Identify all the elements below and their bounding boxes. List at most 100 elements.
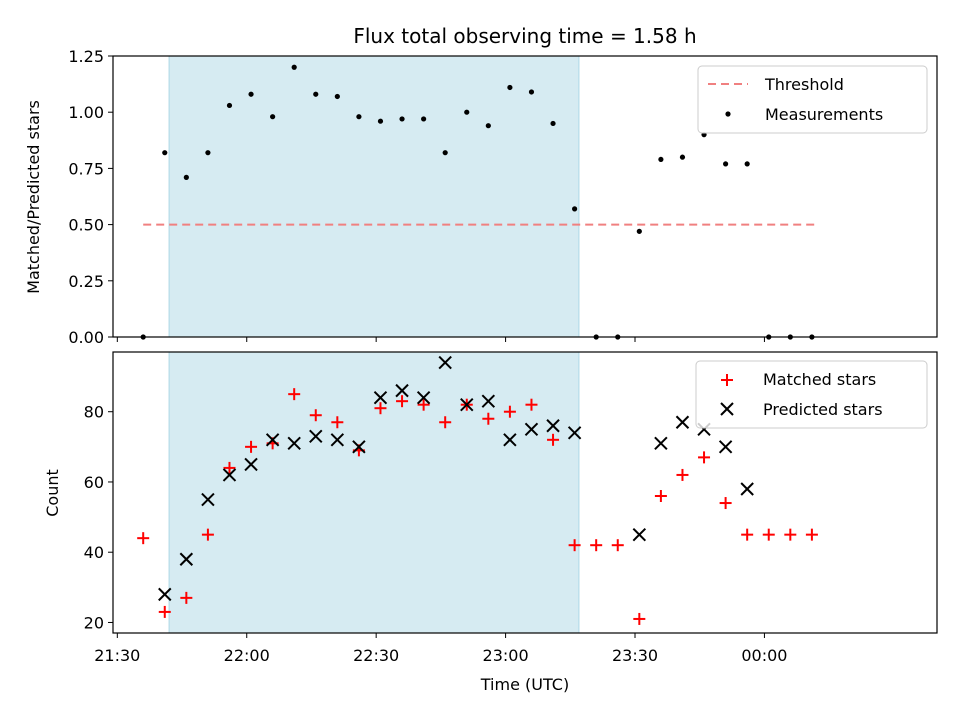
bottom-axes-frame <box>112 351 938 634</box>
measurement-point <box>464 109 470 115</box>
predicted-star-point <box>481 394 496 408</box>
predicted-star-point <box>201 492 215 507</box>
top-y-axis-ticks: 0.00 0.25 0.50 0.75 1.00 1.25 <box>68 47 113 347</box>
top-y-axis-label: Matched/Predicted stars <box>24 100 43 294</box>
x-tick-label: 00:00 <box>741 646 787 665</box>
predicted-star-point <box>546 419 560 433</box>
predicted-star-point <box>352 440 366 454</box>
x-axis-label: Time (UTC) <box>480 675 569 694</box>
legend-predicted-marker <box>720 402 734 416</box>
bottom-y-tick-label: 40 <box>84 543 104 562</box>
bottom-y-tick-label: 80 <box>84 403 104 422</box>
measurement-point <box>183 174 189 180</box>
matched-star-point <box>223 461 236 474</box>
matched-star-point <box>654 490 667 503</box>
measurement-point <box>248 91 254 97</box>
measurement-point <box>205 150 211 156</box>
matched-star-point <box>805 528 818 541</box>
measurement-point <box>334 93 340 100</box>
matched-star-point <box>331 416 344 429</box>
matched-star-point <box>503 405 516 418</box>
measurement-point <box>270 114 276 120</box>
legend-matched-marker <box>721 374 733 386</box>
measurement-point <box>162 150 168 156</box>
top-y-tick-label: 1.00 <box>68 103 104 122</box>
predicted-star-point <box>503 433 517 447</box>
bottom-y-tick-label: 20 <box>84 613 104 632</box>
x-tick-label: 21:30 <box>94 646 140 665</box>
predicted-star-point <box>460 397 474 412</box>
predicted-star-point <box>740 482 754 496</box>
top-y-tick-label: 0.50 <box>68 216 104 235</box>
predicted-star-point <box>265 433 280 447</box>
bottom-shaded-interval <box>168 351 580 634</box>
matched-star-point <box>698 451 711 464</box>
measurement-point <box>679 154 686 160</box>
predicted-star-point <box>654 436 668 451</box>
measurement-point <box>528 89 535 95</box>
chart-title: Flux total observing time = 1.58 h <box>353 24 696 48</box>
measurement-point <box>399 116 405 122</box>
matched-star-point <box>137 532 150 545</box>
top-axes-frame <box>112 55 938 338</box>
top-y-tick-label: 0.75 <box>68 159 104 178</box>
predicted-star-point <box>287 436 301 451</box>
matched-star-point <box>762 528 775 541</box>
matched-star-point <box>417 398 430 411</box>
matched-star-point <box>741 528 754 541</box>
legend-threshold-label: Threshold <box>764 75 844 94</box>
predicted-star-point <box>158 587 172 602</box>
matched-star-point <box>180 591 193 604</box>
measurement-points <box>140 64 815 340</box>
top-legend: Threshold Measurements <box>697 65 928 134</box>
measurement-point <box>291 64 297 70</box>
measurement-point <box>744 161 750 167</box>
predicted-star-point <box>524 422 539 436</box>
predicted-star-point <box>567 426 582 440</box>
top-x-axis-ticks <box>116 337 765 342</box>
matched-star-point <box>374 402 387 415</box>
top-y-tick-label: 0.25 <box>68 272 104 291</box>
predicted-stars-points <box>158 355 754 602</box>
bottom-legend-box <box>695 360 928 429</box>
predicted-star-point <box>718 440 733 454</box>
measurement-point <box>442 150 448 156</box>
measurement-point <box>658 156 664 163</box>
predicted-star-point <box>309 429 323 444</box>
bottom-y-tick-label: 60 <box>84 473 104 492</box>
predicted-star-point <box>395 383 409 398</box>
predicted-star-point <box>438 355 452 370</box>
matched-star-point <box>568 539 581 552</box>
measurement-point <box>485 123 491 129</box>
predicted-star-point <box>330 433 345 447</box>
bottom-x-axis-ticks: 21:30 22:00 22:30 23:00 23:30 00:00 <box>94 633 787 665</box>
legend-measurements-marker <box>725 111 731 117</box>
top-legend-box <box>697 65 928 134</box>
predicted-star-point <box>416 390 431 405</box>
measurement-point <box>723 161 729 167</box>
matched-star-point <box>676 468 689 481</box>
bottom-y-axis-ticks: 20 40 60 80 <box>84 403 113 632</box>
bottom-legend: Matched stars Predicted stars <box>695 360 928 429</box>
matched-star-point <box>396 395 409 408</box>
x-tick-label: 22:30 <box>353 646 399 665</box>
matched-star-point <box>784 528 797 541</box>
legend-matched-label: Matched stars <box>763 370 876 389</box>
top-y-tick-label: 0.00 <box>68 328 104 347</box>
matched-star-point <box>611 539 624 552</box>
top-panel: 0.00 0.25 0.50 0.75 1.00 1.25 Matched/Predict… <box>24 47 938 347</box>
x-tick-label: 22:00 <box>224 646 270 665</box>
matched-star-point <box>547 433 560 446</box>
matched-star-point <box>482 412 495 425</box>
measurement-point <box>226 102 233 109</box>
measurement-point <box>572 206 578 212</box>
matched-star-point <box>719 497 732 510</box>
measurement-point <box>550 120 556 127</box>
top-y-tick-label: 1.25 <box>68 47 104 66</box>
matched-star-point <box>201 528 214 541</box>
measurement-point <box>421 116 427 122</box>
matched-star-point <box>633 612 646 625</box>
measurement-point <box>356 114 362 120</box>
